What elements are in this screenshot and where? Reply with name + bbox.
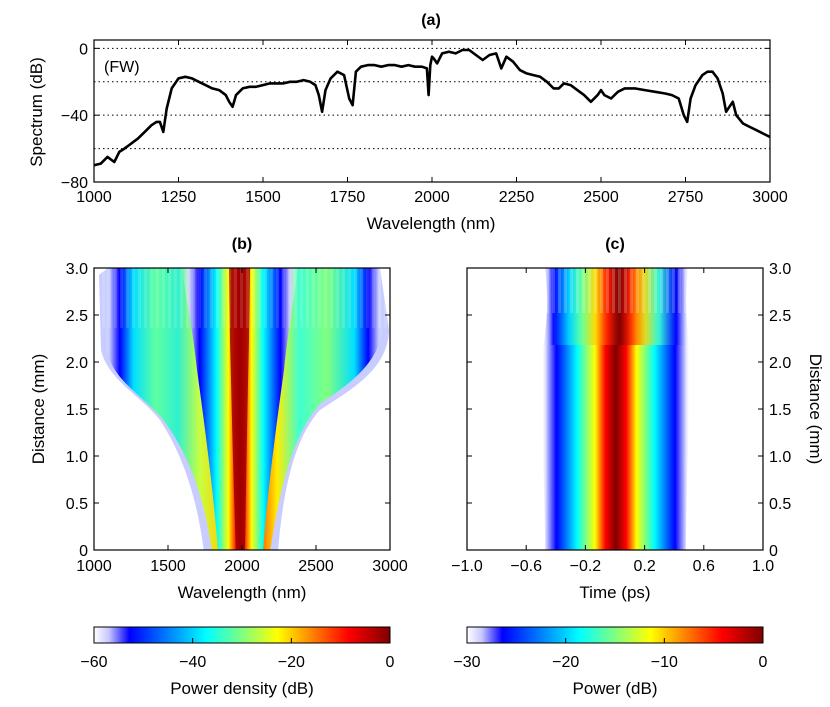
y-tick-label: 1.0	[769, 449, 791, 466]
y-tick-label: 0	[79, 543, 88, 560]
y-tick-label: 2.5	[66, 308, 88, 325]
colorbar-2-label: Power (dB)	[572, 679, 657, 698]
colorbar-tick-label: −20	[552, 654, 579, 671]
x-tick-label: 1500	[245, 189, 281, 206]
panel-a: (a) 1000 1250 1500 1750 2000 2250 2500 2750 3000…	[27, 12, 788, 233]
panel-a-annotation: (FW)	[104, 59, 140, 76]
panel-a-title: (a)	[421, 12, 441, 29]
y-tick-label: −40	[61, 108, 88, 125]
y-tick-label: 1.5	[66, 402, 88, 419]
x-tick-label: 0.6	[693, 558, 715, 575]
panel-b-heatmap	[94, 268, 390, 550]
x-tick-label: 1250	[161, 189, 197, 206]
x-tick-label: 1750	[330, 189, 366, 206]
y-tick-label: 0	[769, 543, 778, 560]
panel-a-ticks: 1000 1250 1500 1750 2000 2250 2500 2750 3000 0 −40…	[61, 40, 788, 206]
y-tick-label: 2.0	[66, 355, 88, 372]
y-tick-label: 2.0	[769, 355, 791, 372]
spectrum-line	[93, 48, 771, 167]
colorbar-2-ticks: −30 −20 −10 0	[453, 638, 768, 671]
colorbar-2-gradient	[466, 626, 764, 644]
x-tick-label: 2000	[224, 558, 260, 575]
colorbar-1-gradient	[93, 626, 391, 644]
panel-b: (b) 1000 1500 2000 2500 3000 0 0.5 1.0 1.5 2.0 2.5…	[29, 236, 408, 602]
panel-b-ylabel: Distance (mm)	[29, 354, 48, 465]
x-tick-label: 3000	[372, 558, 408, 575]
panel-c-heatmap	[540, 268, 690, 550]
panel-b-ticks: 1000 1500 2000 2500 3000 0 0.5 1.0 1.5 2.0 2.5 3.0	[66, 261, 408, 575]
x-tick-label: 2500	[298, 558, 334, 575]
x-tick-label: 2750	[668, 189, 704, 206]
panel-c-title: (c)	[605, 236, 625, 253]
y-tick-label: 0.5	[769, 496, 791, 513]
colorbar-tick-label: −20	[278, 654, 305, 671]
y-tick-label: 3.0	[769, 261, 791, 278]
colorbar-tick-label: −30	[453, 654, 480, 671]
heatmap-b-fringes	[94, 268, 390, 328]
colorbar-power: −30 −20 −10 0 Power (dB)	[453, 626, 768, 698]
x-tick-label: 2250	[499, 189, 535, 206]
y-tick-label: 1.5	[769, 402, 791, 419]
y-tick-label: −80	[61, 175, 88, 192]
y-tick-label: 2.5	[769, 308, 791, 325]
panel-b-xlabel: Wavelength (nm)	[178, 583, 307, 602]
y-tick-label: 0.5	[66, 496, 88, 513]
colorbar-tick-label: 0	[386, 654, 395, 671]
panel-a-ylabel: Spectrum (dB)	[27, 57, 46, 167]
x-tick-label: 1000	[76, 558, 112, 575]
panel-b-title: (b)	[232, 236, 252, 253]
x-tick-label: 1.0	[752, 558, 774, 575]
panel-a-xlabel: Wavelength (nm)	[367, 214, 496, 233]
x-tick-label: −1.0	[451, 558, 483, 575]
x-tick-label: 3000	[752, 189, 788, 206]
x-tick-label: 1500	[150, 558, 186, 575]
x-tick-label: 1000	[76, 189, 112, 206]
colorbar-tick-label: −10	[651, 654, 678, 671]
colorbar-power-density: −60 −40 −20 0 Power density (dB)	[80, 626, 395, 698]
heatmap-c-fringes	[540, 268, 690, 313]
panel-a-grid	[94, 47, 770, 150]
colorbar-tick-label: 0	[759, 654, 768, 671]
y-tick-label: 3.0	[66, 261, 88, 278]
y-tick-label: 1.0	[66, 449, 88, 466]
x-tick-label: 2500	[583, 189, 619, 206]
colorbar-tick-label: −40	[179, 654, 206, 671]
panel-c-ylabel: Distance (mm)	[806, 354, 825, 465]
x-tick-label: 0.2	[633, 558, 655, 575]
panel-c-ticks: −1.0 −0.6 −0.2 0.2 0.6 1.000.51.01.52.02.53.0	[451, 261, 791, 575]
heatmap-b-center	[229, 268, 250, 550]
y-tick-label: 0	[79, 41, 88, 58]
panel-c-xlabel: Time (ps)	[579, 583, 650, 602]
x-tick-label: −0.6	[510, 558, 542, 575]
x-tick-label: 2000	[414, 189, 450, 206]
colorbar-1-label: Power density (dB)	[170, 679, 314, 698]
colorbar-1-ticks: −60 −40 −20 0	[80, 638, 395, 671]
x-tick-label: −0.2	[570, 558, 602, 575]
panel-c: (c) −1.0 −0.6 −0.2 0.2 0.6 1.000.51.01.52.02.…	[451, 236, 825, 602]
colorbar-tick-label: −60	[80, 654, 107, 671]
